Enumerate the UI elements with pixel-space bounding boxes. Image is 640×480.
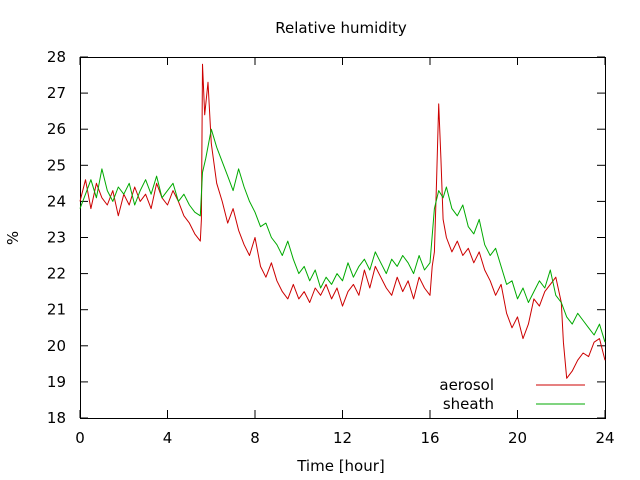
x-tick-label: 12	[333, 429, 352, 447]
x-tick-label: 0	[75, 429, 85, 447]
y-tick-label: 26	[47, 120, 66, 138]
x-tick-label: 24	[595, 429, 614, 447]
x-tick-label: 20	[508, 429, 527, 447]
y-tick-label: 19	[47, 373, 66, 391]
y-tick-label: 27	[47, 84, 66, 102]
y-tick-label: 22	[47, 265, 66, 283]
x-axis-label: Time [hour]	[296, 457, 385, 475]
axis-ticks: 18 19 20 21 22 23 24 25 26 27 28 0 4 8 12 16 20 24	[47, 48, 615, 447]
series-layer	[79, 63, 606, 379]
plot-frame	[80, 57, 606, 419]
y-tick-label: 28	[47, 48, 66, 66]
y-axis-label: %	[4, 231, 22, 245]
y-tick-label: 21	[47, 301, 66, 319]
y-tick-label: 18	[47, 409, 66, 427]
y-tick-label: 20	[47, 337, 66, 355]
series-line-sheath	[79, 128, 606, 343]
y-tick-label: 23	[47, 229, 66, 247]
series-line-aerosol	[79, 63, 606, 379]
x-tick-label: 4	[163, 429, 173, 447]
x-tick-label: 8	[250, 429, 260, 447]
y-tick-label: 25	[47, 156, 66, 174]
chart-title: Relative humidity	[275, 19, 407, 37]
legend-label-sheath: sheath	[443, 395, 494, 413]
legend-label-aerosol: aerosol	[439, 376, 494, 394]
y-tick-label: 24	[47, 192, 66, 210]
x-tick-label: 16	[420, 429, 439, 447]
